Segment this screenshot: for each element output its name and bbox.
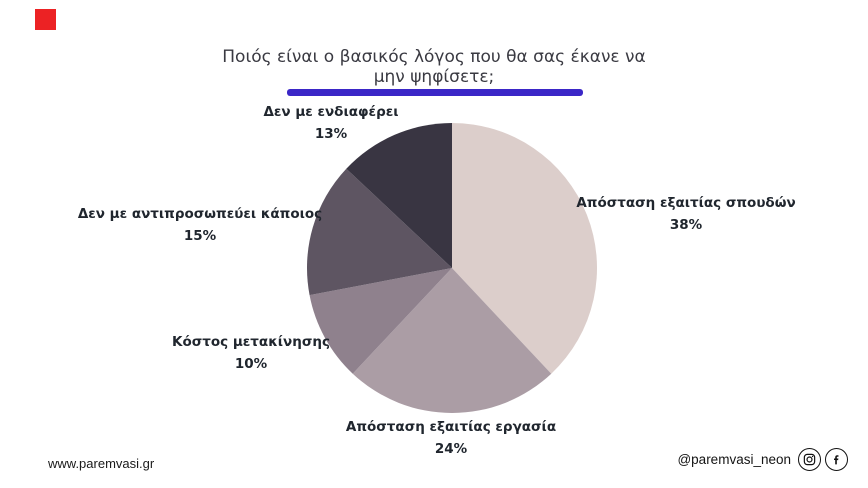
slice-label-kostos: Κόστος μετακίνησης 10% <box>151 331 351 375</box>
pie-slice <box>346 123 452 268</box>
slice-label-value: 38% <box>669 217 703 233</box>
social-handle-text: @paremvasi_neon <box>677 452 791 467</box>
slice-label-value: 13% <box>314 126 348 142</box>
slice-label-value: 15% <box>183 228 217 244</box>
slice-label-text: Δεν με ενδιαφέρει <box>263 104 399 120</box>
chart-title-line1: Ποιός είναι ο βασικός λόγος που θα σας έ… <box>222 47 646 67</box>
website-text: www.paremvasi.gr <box>48 456 155 471</box>
facebook-icon <box>825 448 848 471</box>
instagram-icon <box>798 448 821 471</box>
pie-chart <box>307 123 598 414</box>
slice-label-value: 24% <box>434 441 468 457</box>
title-underline-bar <box>287 89 583 96</box>
red-square-mark <box>35 9 56 30</box>
slice-label-antiprosopeysi: Δεν με αντιπροσωπεύει κάποιος 15% <box>55 203 345 247</box>
slice-label-spoudon: Απόσταση εξαιτίας σπουδών 38% <box>566 192 806 236</box>
slice-label-ergasia: Απόσταση εξαιτίας εργασία 24% <box>331 416 571 460</box>
pie-slice <box>307 168 452 296</box>
pie-slice <box>452 123 598 374</box>
pie-slice <box>352 268 552 414</box>
slice-label-text: Απόσταση εξαιτίας σπουδών <box>576 195 796 211</box>
chart-title: Ποιός είναι ο βασικός λόγος που θα σας έ… <box>0 47 868 87</box>
slice-label-text: Δεν με αντιπροσωπεύει κάποιος <box>77 206 323 222</box>
social-footer: @paremvasi_neon <box>677 448 848 471</box>
pie-chart-svg <box>307 123 598 414</box>
pie-slice <box>309 268 452 374</box>
slice-label-value: 10% <box>234 356 268 372</box>
slice-label-endiaferei: Δεν με ενδιαφέρει 13% <box>231 101 431 145</box>
slice-label-text: Κόστος μετακίνησης <box>172 334 330 350</box>
slice-label-text: Απόσταση εξαιτίας εργασία <box>345 419 557 435</box>
chart-title-line2: μην ψηφίσετε; <box>373 67 495 87</box>
